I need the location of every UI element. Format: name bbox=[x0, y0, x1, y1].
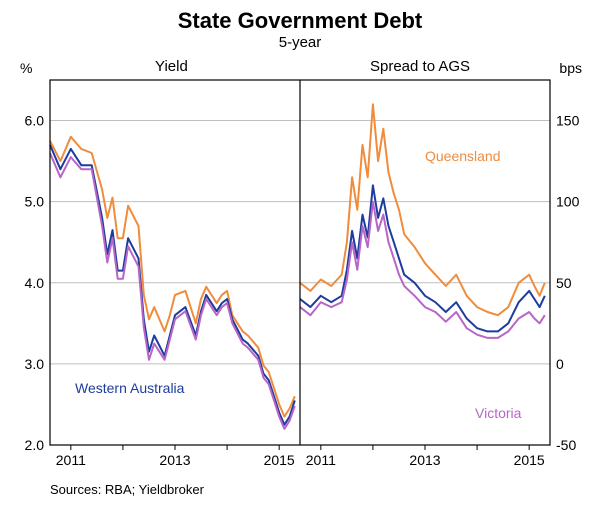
svg-text:50: 50 bbox=[556, 275, 572, 291]
svg-text:4.0: 4.0 bbox=[25, 275, 45, 291]
svg-text:2011: 2011 bbox=[306, 452, 336, 468]
plot-area: 2.0 3.0 4.0 5.0 6.0 -50 0 50 100 150 2011 2013 2015 2… bbox=[0, 0, 600, 507]
svg-text:150: 150 bbox=[556, 113, 580, 129]
svg-text:2013: 2013 bbox=[409, 452, 440, 468]
svg-text:2013: 2013 bbox=[159, 452, 190, 468]
svg-text:5.0: 5.0 bbox=[25, 194, 45, 210]
sources-text: Sources: RBA; Yieldbroker bbox=[50, 482, 204, 497]
svg-text:2015: 2015 bbox=[514, 452, 545, 468]
svg-text:2.0: 2.0 bbox=[25, 437, 45, 453]
svg-text:6.0: 6.0 bbox=[25, 113, 45, 129]
label-queensland: Queensland bbox=[425, 148, 501, 164]
svg-text:-50: -50 bbox=[556, 437, 576, 453]
svg-text:100: 100 bbox=[556, 194, 580, 210]
svg-text:2011: 2011 bbox=[56, 452, 86, 468]
svg-text:0: 0 bbox=[556, 356, 564, 372]
chart-container: State Government Debt 5-year Yield Sprea… bbox=[0, 0, 600, 507]
svg-text:3.0: 3.0 bbox=[25, 356, 45, 372]
label-victoria: Victoria bbox=[475, 405, 521, 421]
svg-text:2015: 2015 bbox=[264, 452, 295, 468]
label-western-australia: Western Australia bbox=[75, 380, 184, 396]
